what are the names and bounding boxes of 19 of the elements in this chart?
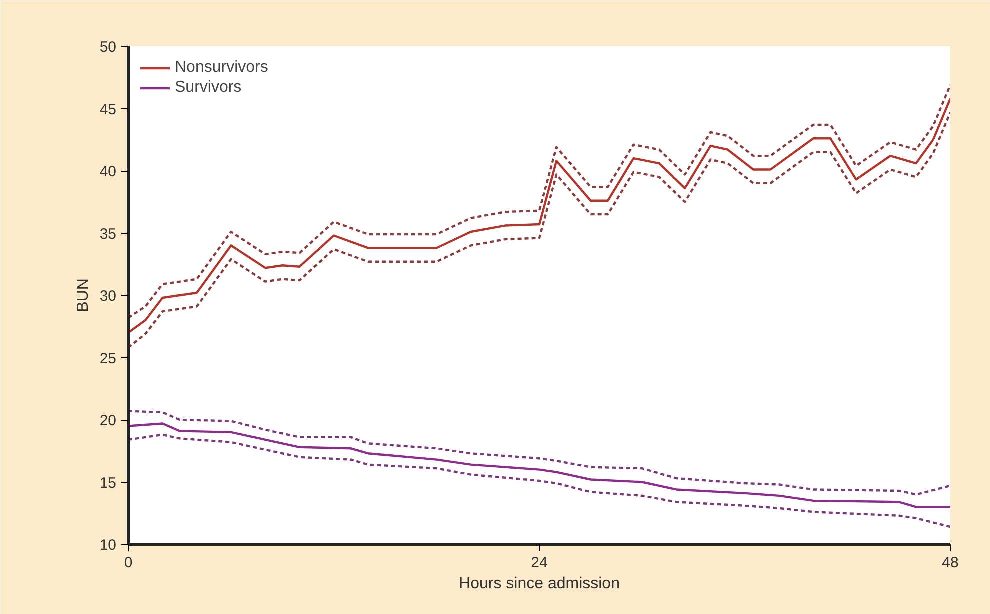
y-axis-title: BUN	[74, 278, 92, 312]
line-series	[128, 422, 950, 508]
y-tick-label: 20	[100, 412, 117, 430]
y-tick-label: 15	[100, 474, 117, 492]
x-tick-label: 0	[124, 554, 133, 572]
legend-label: Nonsurvivors	[175, 59, 268, 77]
y-tick-label: 35	[100, 226, 117, 243]
line-series	[128, 410, 950, 496]
y-tick-label: 50	[100, 39, 117, 56]
y-tick-label: 10	[100, 537, 117, 554]
y-tick-label: 45	[100, 101, 117, 118]
x-tick-label: 24	[531, 554, 548, 572]
y-tick-label: 30	[100, 288, 117, 305]
y-tick-label: 25	[100, 350, 117, 368]
y-tick-label: 40	[100, 164, 117, 180]
x-axis-title: Hours since admission	[459, 576, 620, 592]
line-series	[128, 434, 950, 528]
legend-label: Survivors	[175, 79, 242, 97]
x-tick-label: 48	[942, 554, 959, 572]
